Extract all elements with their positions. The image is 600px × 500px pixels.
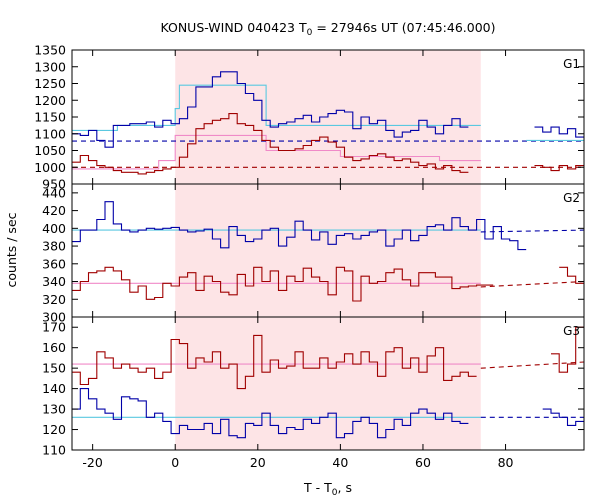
y-tick-label: 440	[42, 185, 66, 200]
y-tick-label: 1200	[34, 93, 66, 108]
y-tick-label: 420	[42, 203, 66, 218]
y-tick-label: 340	[42, 274, 66, 289]
fit-line-red-fit-1	[72, 134, 481, 170]
fit-line-blue-fit-0	[72, 84, 481, 131]
shaded-interval	[175, 317, 481, 450]
y-tick-label: 950	[42, 177, 66, 192]
y-tick-label: 400	[42, 221, 66, 236]
y-tick-label: 380	[42, 239, 66, 254]
x-tick-label: 0	[171, 455, 179, 470]
y-tick-label: 140	[42, 381, 66, 396]
x-tick-label: 40	[332, 455, 348, 470]
blue-count-curve	[72, 201, 527, 251]
fit-line-blue-curve-2	[480, 229, 585, 233]
y-tick-label: 150	[42, 361, 66, 376]
chart-title: KONUS-WIND 040423 T0 = 27946s UT (07:45:…	[160, 20, 495, 38]
fit-line-red-curve-3	[480, 280, 585, 288]
y-tick-label: 1050	[34, 143, 66, 158]
x-axis-label: T - T0, s	[303, 480, 352, 498]
red-count-curve	[72, 266, 584, 302]
blue-count-curve	[72, 388, 584, 439]
y-tick-label: 160	[42, 340, 66, 355]
panels-group: 95010001050110011501200125013001350G1300…	[34, 43, 585, 470]
y-tick-label: 300	[42, 310, 66, 325]
y-tick-label: 120	[42, 422, 66, 437]
blue-count-curve	[72, 71, 584, 148]
panel-frame	[71, 316, 585, 451]
y-tick-label: 360	[42, 256, 66, 271]
y-tick-label: 130	[42, 402, 66, 417]
y-tick-label: 1350	[34, 43, 66, 58]
red-count-curve	[72, 113, 584, 175]
panel-g3: 110 120 130 140 150 160 170 G3 -20 0 20 40 60 80	[42, 316, 585, 470]
y-tick-label: 320	[42, 292, 66, 307]
shaded-interval	[175, 184, 481, 317]
red-count-curve	[72, 326, 584, 390]
y-tick-label: 1250	[34, 76, 66, 91]
x-tick-label: 60	[415, 455, 431, 470]
panel-label: G2	[563, 191, 580, 205]
y-tick-label: 1100	[34, 126, 66, 141]
y-tick-label: 110	[42, 443, 66, 458]
x-tick-label: -20	[82, 455, 102, 470]
y-tick-label: 1150	[34, 110, 66, 125]
y-tick-label: 1000	[34, 160, 66, 175]
panel-label: G1	[563, 57, 580, 71]
y-tick-label: 170	[42, 320, 66, 335]
panel-g2: 300 320 340 360 380 400 420 440 G2	[42, 183, 585, 325]
y-axis-label: counts / sec	[4, 212, 19, 287]
y-tick-label: 1300	[34, 59, 66, 74]
fit-line-red-curve-3	[480, 361, 585, 369]
x-tick-label: 20	[250, 455, 266, 470]
panel-label: G3	[563, 324, 580, 338]
x-tick-label: 80	[498, 455, 514, 470]
